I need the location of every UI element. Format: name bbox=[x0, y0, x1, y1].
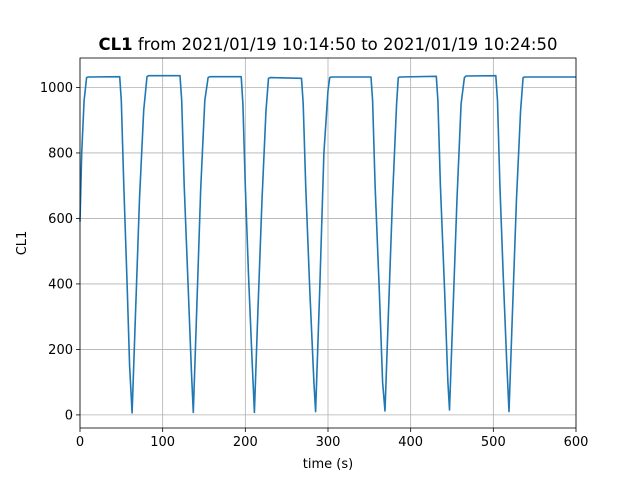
series-line bbox=[79, 74, 576, 414]
y-tick-label: 1000 bbox=[40, 81, 73, 96]
y-tick-label: 800 bbox=[48, 146, 73, 161]
x-tick-label: 400 bbox=[398, 435, 423, 450]
y-tick-label: 400 bbox=[48, 277, 73, 292]
x-tick-label: 200 bbox=[233, 435, 258, 450]
x-tick-label: 500 bbox=[481, 435, 506, 450]
x-tick-label: 600 bbox=[564, 435, 589, 450]
chart-title: CL1 from 2021/01/19 10:14:50 to 2021/01/… bbox=[99, 35, 558, 54]
y-tick-label: 600 bbox=[48, 212, 73, 227]
tick-layer: 0 100 200 300 400 500 600 0 200 400 600 800 1000 bbox=[40, 81, 589, 450]
x-tick-label: 0 bbox=[76, 435, 84, 450]
x-axis-label: time (s) bbox=[303, 457, 353, 472]
x-tick-label: 100 bbox=[150, 435, 175, 450]
y-tick-label: 0 bbox=[65, 408, 73, 423]
chart-title-bold: CL1 bbox=[99, 35, 133, 54]
y-axis-label: CL1 bbox=[15, 231, 30, 256]
y-tick-label: 200 bbox=[48, 343, 73, 358]
x-tick-label: 300 bbox=[316, 435, 341, 450]
series-layer bbox=[79, 74, 576, 414]
chart-title-rest: from 2021/01/19 10:14:50 to 2021/01/19 1… bbox=[133, 35, 558, 54]
